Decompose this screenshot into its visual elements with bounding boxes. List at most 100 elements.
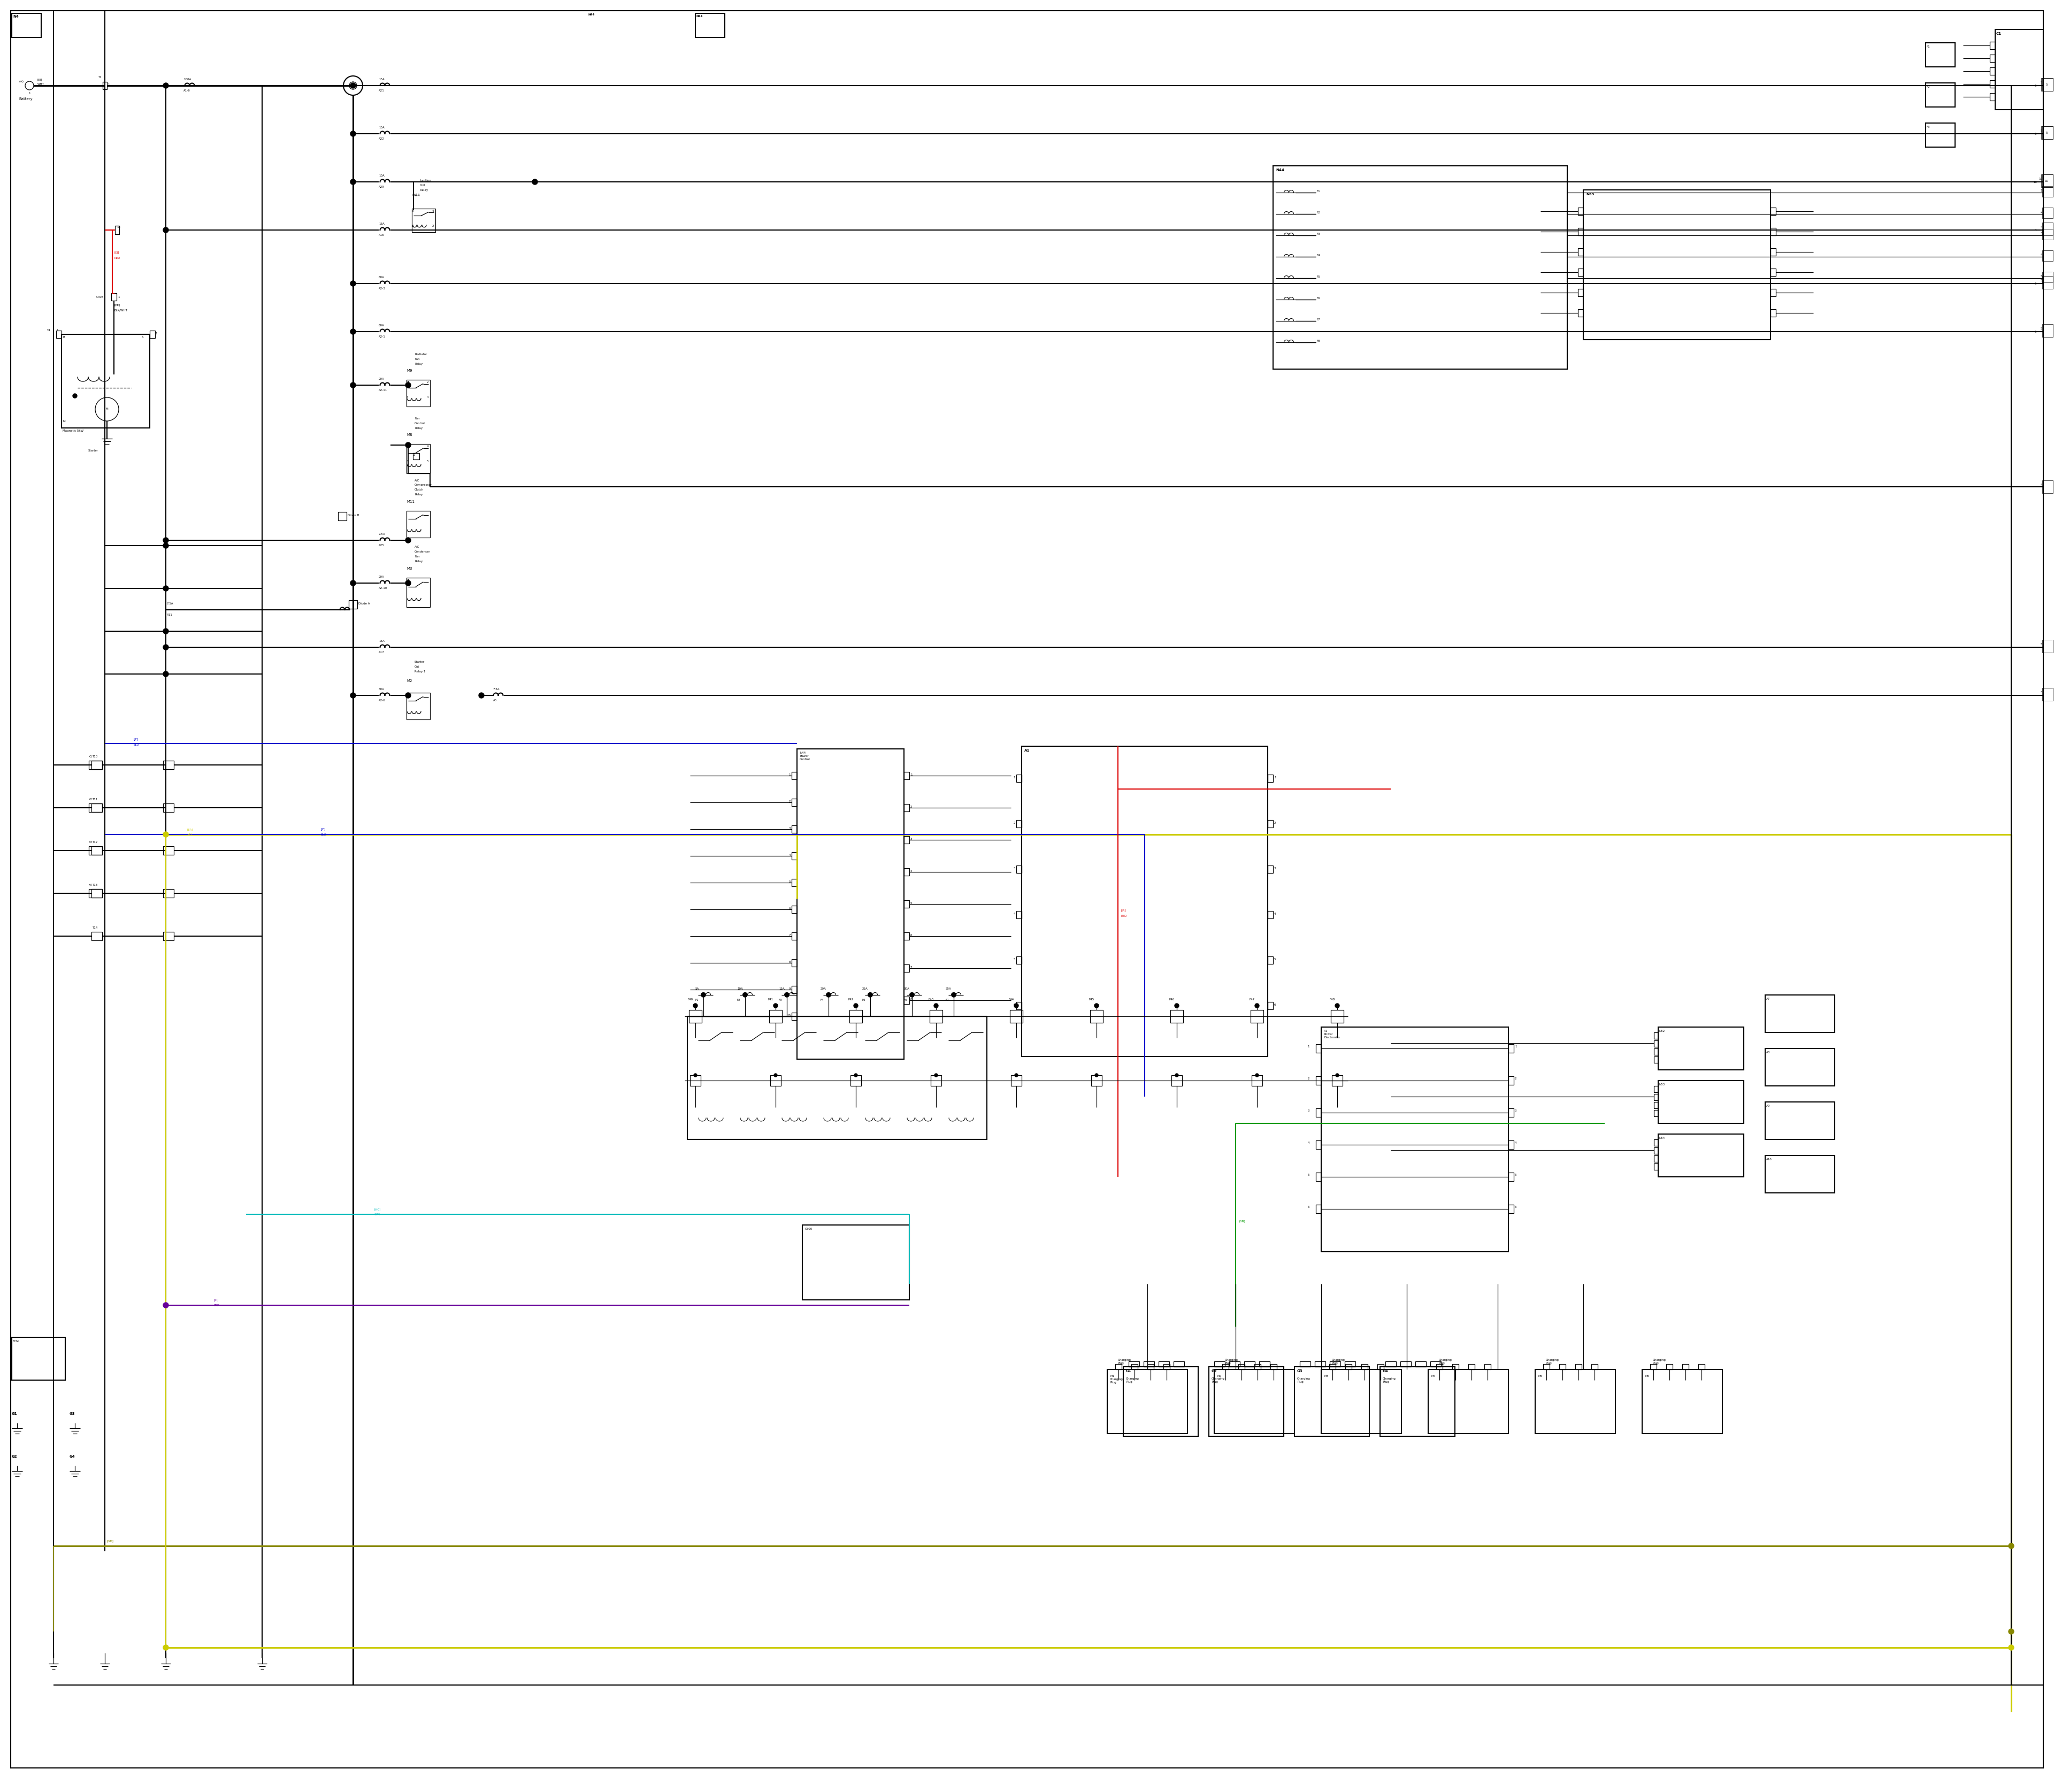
Text: 20A: 20A bbox=[378, 575, 384, 579]
Bar bbox=[1091, 1011, 1103, 1023]
Text: 10: 10 bbox=[2038, 177, 2042, 181]
Bar bbox=[690, 1075, 700, 1086]
Circle shape bbox=[2009, 1543, 2013, 1548]
Text: C1: C1 bbox=[1996, 32, 2001, 36]
Bar bbox=[413, 453, 419, 459]
Bar bbox=[1508, 1109, 1514, 1116]
Bar bbox=[1577, 249, 1584, 256]
Bar bbox=[407, 380, 429, 407]
Circle shape bbox=[351, 281, 355, 287]
Bar bbox=[1315, 1362, 1325, 1367]
Circle shape bbox=[351, 82, 355, 88]
Bar bbox=[2042, 251, 2052, 262]
Bar bbox=[88, 803, 103, 812]
Text: Charging
Plug: Charging Plug bbox=[1547, 1358, 1559, 1364]
Text: Clutch: Clutch bbox=[415, 489, 423, 491]
Bar bbox=[791, 1012, 797, 1020]
Text: [GD]: [GD] bbox=[107, 1539, 113, 1543]
Text: M3: M3 bbox=[1325, 1374, 1329, 1378]
Text: T14: T14 bbox=[92, 926, 97, 930]
Bar bbox=[88, 889, 103, 898]
Text: N54: N54 bbox=[1660, 1136, 1666, 1140]
Bar bbox=[1378, 1364, 1384, 1369]
Text: [JF]: [JF] bbox=[320, 828, 327, 831]
Bar bbox=[1317, 1045, 1321, 1052]
Bar bbox=[162, 932, 175, 941]
Bar bbox=[2042, 229, 2052, 240]
Bar bbox=[1259, 1362, 1269, 1367]
Text: Relay: Relay bbox=[415, 362, 423, 366]
Text: Charging
Plug: Charging Plug bbox=[1440, 1358, 1452, 1364]
Text: F2: F2 bbox=[1927, 86, 1931, 88]
Circle shape bbox=[1335, 1073, 1339, 1077]
Text: M6: M6 bbox=[1645, 1374, 1649, 1378]
Text: WHT: WHT bbox=[37, 82, 45, 86]
Bar bbox=[1653, 1140, 1658, 1145]
Text: A7: A7 bbox=[1766, 998, 1771, 1000]
Text: G2: G2 bbox=[12, 1455, 16, 1459]
Bar bbox=[1321, 1369, 1401, 1434]
Circle shape bbox=[351, 179, 355, 185]
Bar bbox=[1128, 1362, 1140, 1367]
Text: F2: F2 bbox=[1317, 211, 1321, 213]
Bar bbox=[1508, 1077, 1514, 1084]
Bar bbox=[1994, 29, 2044, 109]
Bar bbox=[1294, 1367, 1370, 1435]
Text: A1: A1 bbox=[1025, 749, 1029, 753]
Bar bbox=[904, 867, 910, 876]
Bar bbox=[1273, 167, 1567, 369]
Bar bbox=[115, 226, 119, 235]
Bar bbox=[791, 905, 797, 914]
Bar bbox=[1990, 54, 1994, 63]
Text: A10: A10 bbox=[1766, 1158, 1773, 1161]
Text: M5: M5 bbox=[1538, 1374, 1543, 1378]
Bar bbox=[1771, 269, 1777, 276]
Bar bbox=[1267, 774, 1273, 781]
Bar bbox=[1401, 1362, 1411, 1367]
Bar bbox=[12, 13, 41, 38]
Circle shape bbox=[869, 993, 873, 996]
Circle shape bbox=[351, 581, 355, 586]
Bar bbox=[1267, 957, 1273, 964]
Text: F6: F6 bbox=[1317, 297, 1321, 299]
Bar bbox=[1653, 1102, 1658, 1109]
Bar bbox=[1148, 1364, 1154, 1369]
Bar bbox=[791, 853, 797, 860]
Text: M1
Charging
Plug: M1 Charging Plug bbox=[1109, 1374, 1124, 1383]
Text: Starter: Starter bbox=[88, 450, 99, 452]
Text: N44
Power
Control: N44 Power Control bbox=[799, 751, 809, 760]
Text: 60A: 60A bbox=[378, 276, 384, 280]
Bar bbox=[1210, 1367, 1284, 1435]
Bar bbox=[904, 805, 910, 812]
Bar bbox=[1577, 289, 1584, 296]
Text: A17: A17 bbox=[378, 650, 384, 654]
Text: 15A: 15A bbox=[378, 125, 384, 129]
Bar bbox=[688, 1016, 986, 1140]
Text: Battery: Battery bbox=[18, 97, 33, 100]
Circle shape bbox=[351, 382, 355, 387]
Text: C408: C408 bbox=[97, 296, 105, 299]
Text: F3: F3 bbox=[778, 998, 783, 1002]
Circle shape bbox=[1015, 1004, 1019, 1007]
Bar bbox=[1317, 1204, 1321, 1213]
Text: 20A: 20A bbox=[820, 987, 826, 991]
Circle shape bbox=[774, 1004, 778, 1007]
Bar bbox=[1577, 269, 1584, 276]
Text: Charging
Plug: Charging Plug bbox=[1653, 1358, 1666, 1364]
Text: CYN: CYN bbox=[374, 1213, 380, 1217]
Text: G4: G4 bbox=[1382, 1369, 1389, 1373]
Text: [JP]: [JP] bbox=[214, 1299, 220, 1301]
Bar bbox=[1771, 228, 1777, 235]
Text: A9: A9 bbox=[1766, 1104, 1771, 1107]
Text: F1: F1 bbox=[1927, 45, 1931, 48]
Bar bbox=[1132, 1364, 1138, 1369]
Text: Relay: Relay bbox=[419, 188, 427, 192]
Bar bbox=[1653, 1041, 1658, 1047]
Bar bbox=[407, 694, 429, 719]
Bar bbox=[1222, 1364, 1228, 1369]
Bar bbox=[2042, 79, 2052, 91]
Bar bbox=[1255, 1364, 1261, 1369]
Circle shape bbox=[162, 645, 168, 650]
Text: N44: N44 bbox=[696, 14, 702, 18]
Bar bbox=[1415, 1362, 1425, 1367]
